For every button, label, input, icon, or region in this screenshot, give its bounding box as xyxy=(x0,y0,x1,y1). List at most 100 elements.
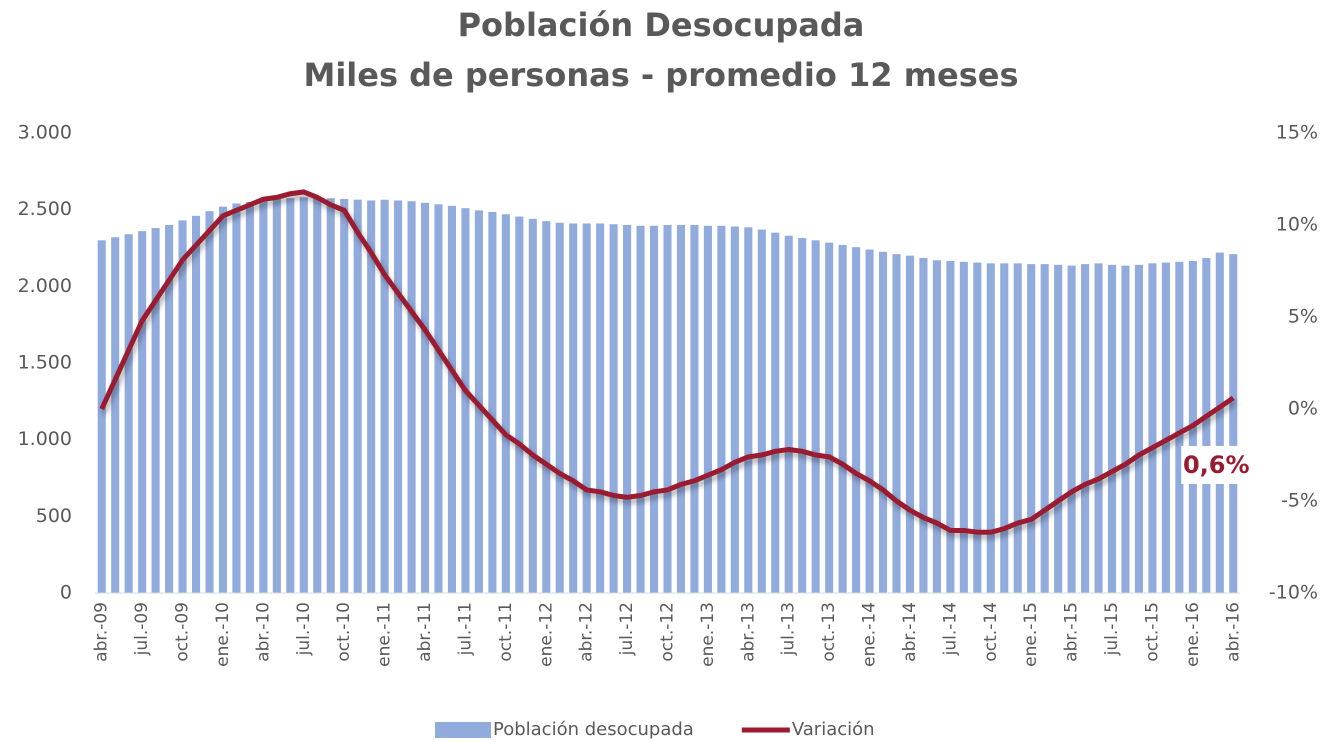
y2-tick-label: 10% xyxy=(1276,214,1318,236)
y-tick-label: 1.000 xyxy=(18,428,72,450)
bar xyxy=(703,225,712,593)
bar xyxy=(676,225,686,593)
bar xyxy=(407,201,416,593)
bar xyxy=(1229,254,1238,593)
bar xyxy=(825,242,834,593)
bar xyxy=(353,199,362,593)
bar xyxy=(986,263,995,593)
bar xyxy=(1081,264,1090,593)
x-tick-label: abr.-12 xyxy=(577,602,597,662)
x-tick-label: abr.-13 xyxy=(738,602,758,662)
y2-tick-label: 5% xyxy=(1288,306,1318,328)
x-tick-label: oct.-09 xyxy=(173,602,193,662)
bar xyxy=(1054,264,1063,593)
x-tick-label: ene.-11 xyxy=(375,602,395,667)
data-label-box xyxy=(1181,445,1252,484)
x-tick-label: oct.-15 xyxy=(1142,602,1162,662)
bar xyxy=(1215,252,1224,593)
x-tick-label: abr.-11 xyxy=(415,602,435,662)
bar xyxy=(555,222,564,593)
y-tick-label: 2.000 xyxy=(18,275,72,297)
y-tick-label: 1.500 xyxy=(18,352,72,374)
bar xyxy=(892,254,901,593)
x-tick-label: abr.-10 xyxy=(253,602,273,662)
bar xyxy=(340,198,349,593)
bar xyxy=(649,225,659,593)
bar xyxy=(313,197,322,593)
bar xyxy=(259,200,268,593)
bar xyxy=(1175,261,1184,593)
x-tick-label: ene.-14 xyxy=(860,602,880,667)
data-label: 0,6% xyxy=(1183,451,1250,479)
bar xyxy=(178,220,187,593)
x-tick-label: ene.-13 xyxy=(698,602,718,667)
bar xyxy=(232,203,241,594)
bar xyxy=(1040,264,1049,593)
chart-subtitle: Miles de personas - promedio 12 meses xyxy=(303,56,1018,94)
bar xyxy=(1121,265,1130,593)
bar xyxy=(434,204,443,594)
bar xyxy=(515,216,524,594)
bar xyxy=(528,218,537,593)
bar xyxy=(838,244,847,593)
x-tick-label: oct.-11 xyxy=(496,602,516,662)
y2-tick-label: 0% xyxy=(1288,398,1318,420)
bar xyxy=(326,198,335,593)
x-tick-label: abr.-16 xyxy=(1223,602,1243,662)
legend-label: Población desocupada xyxy=(493,719,694,740)
bar xyxy=(218,206,228,593)
bar xyxy=(191,215,201,594)
bar xyxy=(878,251,888,594)
bar xyxy=(542,221,551,593)
bar xyxy=(946,261,955,593)
bar xyxy=(488,211,497,593)
y2-tick-label: 15% xyxy=(1276,122,1318,144)
y-tick-label: 0 xyxy=(60,582,72,604)
legend-label: Variación xyxy=(792,719,875,740)
x-tick-label: jul.-14 xyxy=(940,602,960,656)
bar xyxy=(609,224,618,593)
bar xyxy=(798,238,807,594)
bar xyxy=(394,200,403,593)
bar xyxy=(717,225,726,593)
x-tick-label: jul.-15 xyxy=(1102,602,1122,656)
y-tick-label: 500 xyxy=(36,505,72,527)
bar xyxy=(582,223,591,593)
bar xyxy=(865,249,874,594)
bar xyxy=(124,234,133,593)
x-tick-label: jul.-10 xyxy=(294,602,314,656)
bar xyxy=(744,227,753,594)
x-tick-label: jul.-13 xyxy=(779,602,799,656)
x-tick-label: ene.-16 xyxy=(1183,602,1203,667)
bar xyxy=(1094,263,1103,593)
bar xyxy=(1161,262,1170,593)
x-tick-label: ene.-12 xyxy=(536,602,556,667)
bar xyxy=(111,237,120,593)
bar xyxy=(852,247,861,593)
bar xyxy=(1134,264,1144,593)
y-tick-label: 2.500 xyxy=(18,198,72,220)
bar xyxy=(919,257,928,593)
bar xyxy=(367,200,376,593)
bar xyxy=(1013,263,1022,593)
bar xyxy=(1027,264,1036,593)
bar xyxy=(461,208,470,593)
x-tick-label: abr.-15 xyxy=(1062,602,1082,662)
y2-tick-label: -5% xyxy=(1281,490,1318,512)
bar xyxy=(1202,257,1211,593)
x-tick-label: ene.-15 xyxy=(1021,602,1041,667)
x-tick-label: jul.-12 xyxy=(617,602,637,656)
x-tick-label: oct.-13 xyxy=(819,602,839,662)
y2-tick-label: -10% xyxy=(1269,582,1318,604)
x-tick-label: abr.-09 xyxy=(92,602,112,662)
bar xyxy=(771,232,780,593)
bar xyxy=(165,225,174,593)
bar xyxy=(97,240,106,594)
bar xyxy=(623,225,632,593)
bar xyxy=(596,223,605,593)
bar xyxy=(973,262,982,593)
bar xyxy=(420,202,430,593)
bar xyxy=(299,197,308,593)
bar xyxy=(447,205,457,594)
